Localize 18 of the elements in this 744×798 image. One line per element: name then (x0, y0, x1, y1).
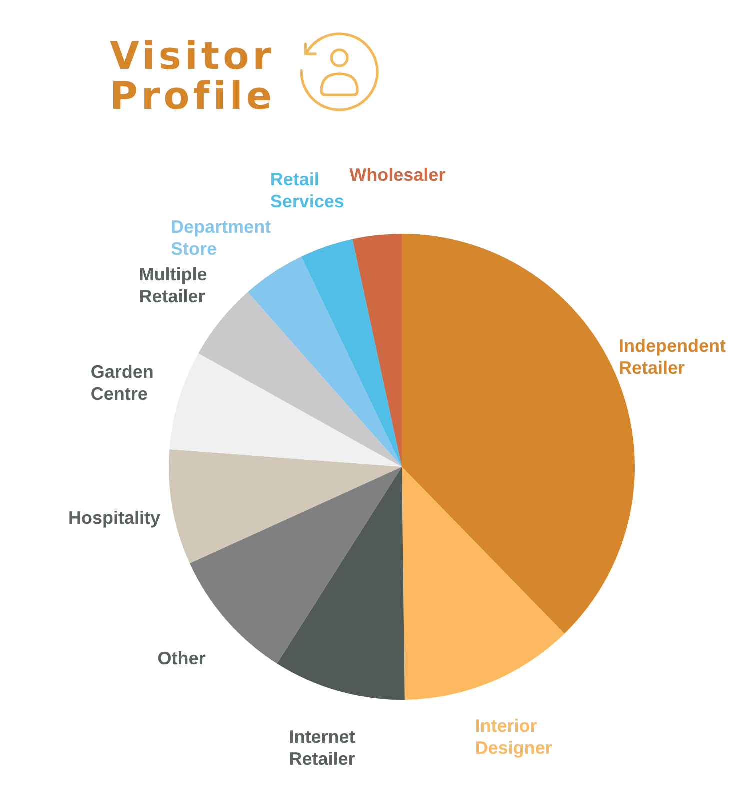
pie-slice (301, 239, 402, 467)
slice-label: Internet Retailer (289, 726, 356, 769)
chart-title: Visitor Profile (110, 34, 276, 118)
pie-slice (352, 234, 402, 467)
slice-label: Multiple Retailer (139, 264, 208, 307)
pie-slice (402, 467, 565, 700)
slice-label: Retail Services (270, 170, 344, 212)
slice-label: Wholesaler (350, 165, 446, 186)
pie-slice (277, 467, 405, 700)
slice-label: Hospitality (68, 508, 161, 528)
slice-label: Independent Retailer (618, 336, 726, 378)
slice-label: Garden Centre (90, 362, 154, 404)
pie-slice (170, 353, 402, 467)
slice-label: Other (158, 648, 206, 669)
pie-slice (248, 256, 402, 467)
slice-label: Interior Designer (475, 716, 552, 758)
slice-label: Department Store (171, 216, 272, 259)
pie-slice (169, 449, 402, 564)
